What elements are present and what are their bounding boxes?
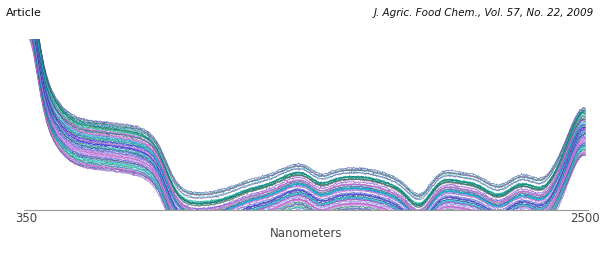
Text: Article: Article (6, 8, 42, 18)
X-axis label: Nanometers: Nanometers (270, 227, 342, 240)
Text: J. Agric. Food Chem., Vol. 57, No. 22, 2009: J. Agric. Food Chem., Vol. 57, No. 22, 2… (374, 8, 594, 18)
